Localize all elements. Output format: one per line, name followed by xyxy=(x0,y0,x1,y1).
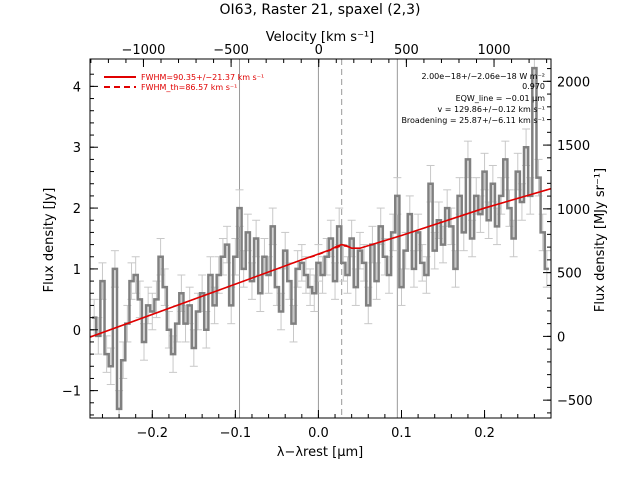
top-tick-label: 0 xyxy=(315,43,323,58)
y-tick-label: 2 xyxy=(73,202,81,217)
chart-title: OI63, Raster 21, spaxel (2,3) xyxy=(220,2,421,18)
y-tick-label: −1 xyxy=(62,385,81,400)
right-tick-label: −500 xyxy=(557,394,593,409)
y-axis-label-left: Flux density [Jy] xyxy=(42,188,57,293)
y-tick-label: 4 xyxy=(73,80,81,95)
x-tick-label: 0.1 xyxy=(391,426,412,441)
top-tick-label: 1000 xyxy=(477,43,510,58)
y-tick-label: 1 xyxy=(73,263,81,278)
x-tick-label: −0.1 xyxy=(220,426,252,441)
y-tick-label: 0 xyxy=(73,324,81,339)
fit-annotation: 0.970 xyxy=(522,82,545,91)
right-tick-label: 2000 xyxy=(557,75,590,90)
fit-annotation: Broadening = 25.87+/−6.11 km s⁻¹ xyxy=(401,116,545,125)
x-tick-label: 0.2 xyxy=(474,426,495,441)
right-tick-label: 1500 xyxy=(557,139,590,154)
top-tick-label: −500 xyxy=(213,43,249,58)
right-tick-label: 1000 xyxy=(557,203,590,218)
y-tick-label: 3 xyxy=(73,141,81,156)
axis-frame xyxy=(89,58,552,419)
right-tick-label: 0 xyxy=(557,330,565,345)
data-series-step xyxy=(92,66,549,411)
plot-area xyxy=(90,59,551,418)
fit-annotation: v = 129.86+/−0.12 km s⁻¹ xyxy=(437,105,545,114)
plot-clip-group xyxy=(90,59,551,418)
fit-line-dashed xyxy=(90,188,551,338)
fit-annotation: EQW_line = −0.01 μm xyxy=(456,94,546,103)
legend-label: FWHM=90.35+/−21.37 km s⁻¹ xyxy=(141,73,264,82)
y-axis-label-right: Flux density [MJy sr⁻¹] xyxy=(593,168,608,312)
x-tick-label: −0.2 xyxy=(137,426,169,441)
top-tick-label: 500 xyxy=(394,43,419,58)
top-axis-label-text: Velocity [km s⁻¹] xyxy=(266,30,374,45)
fit-annotation: 2.00e−18+/−2.06e−18 W m⁻² xyxy=(421,72,545,81)
axes: −0.2 −0.1 0.0 0.1 0.2 −1000 −500 0 500 1000 −1 0 1 2 3… xyxy=(62,43,593,441)
x-axis-label: λ−λrest [μm] xyxy=(277,445,363,460)
right-tick-label: 500 xyxy=(557,267,582,282)
x-tick-label: 0.0 xyxy=(308,426,329,441)
top-axis-label: Velocity [km s⁻¹] xyxy=(266,30,374,45)
legend-label: FWHM_th=86.57 km s⁻¹ xyxy=(141,83,237,92)
top-tick-label: −1000 xyxy=(121,43,165,58)
